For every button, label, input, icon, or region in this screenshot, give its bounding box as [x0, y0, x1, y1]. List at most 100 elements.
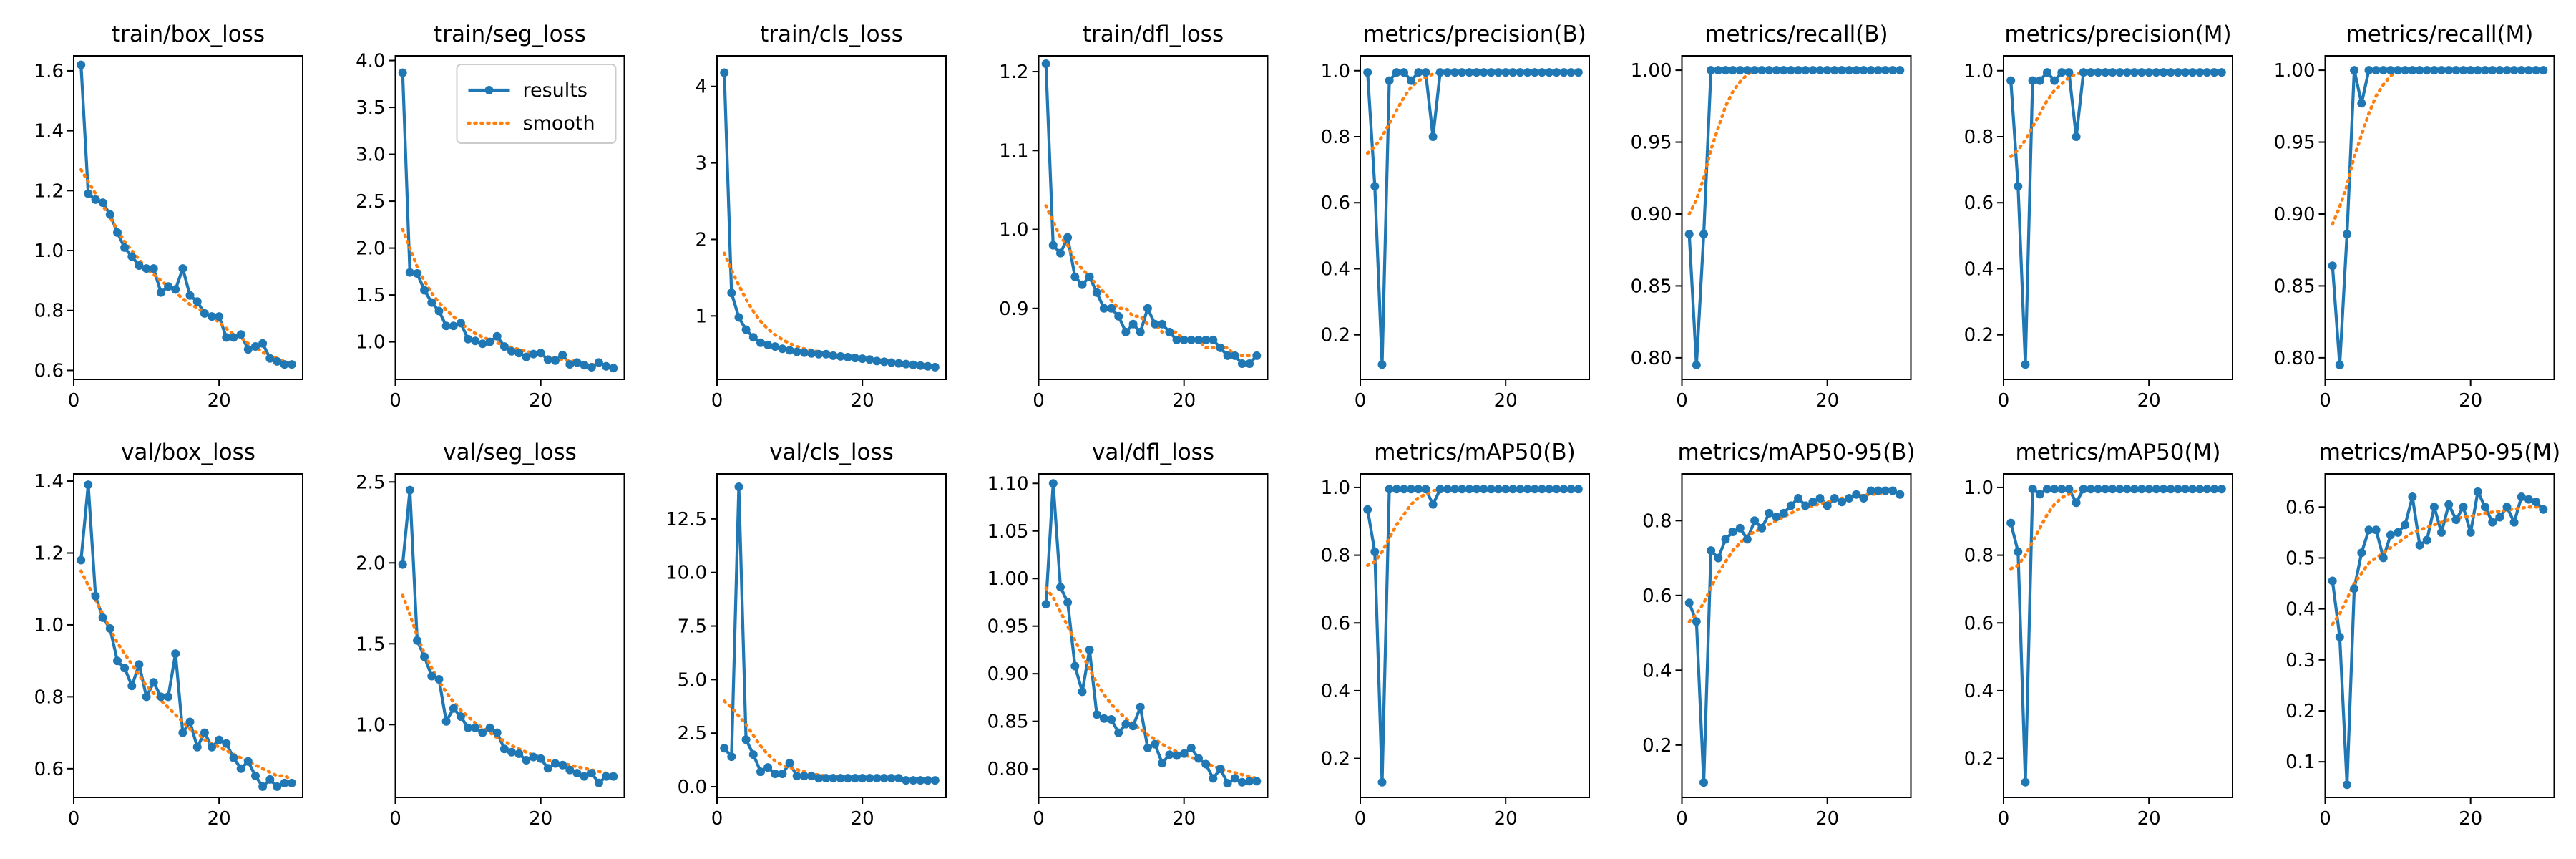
results-point [420, 652, 429, 661]
y-tick-label: 2 [695, 229, 707, 251]
results-point [1735, 66, 1745, 75]
plot-area [398, 485, 618, 787]
y-tick-label: 0.8 [1642, 510, 1672, 532]
results-point [1400, 68, 1408, 77]
results-point [1714, 66, 1723, 75]
results-point [1880, 66, 1890, 75]
results-point [2137, 485, 2146, 494]
smooth-line [79, 569, 294, 782]
plot-area [2006, 68, 2226, 369]
y-tick-label: 2.0 [356, 553, 385, 574]
results-point [405, 268, 414, 277]
results-point [1237, 777, 1246, 787]
results-point [2422, 535, 2431, 545]
y-tick-label: 0.8 [1321, 545, 1350, 567]
x-tick-label: 20 [529, 390, 552, 412]
results-point [149, 678, 158, 687]
results-point [434, 675, 444, 684]
axes-frame [2324, 55, 2555, 380]
results-line [1687, 489, 1901, 785]
results-point [1545, 485, 1554, 494]
y-tick-label: 0.2 [1321, 325, 1350, 346]
results-point [2072, 132, 2081, 141]
results-point [587, 769, 596, 778]
plot-area [2328, 487, 2548, 790]
x-tick-label: 0 [1355, 390, 1367, 412]
results-point [1450, 485, 1460, 494]
results-point [1443, 68, 1452, 77]
results-point [1896, 490, 1905, 499]
results-point [1896, 66, 1905, 75]
results-point [178, 728, 187, 737]
results-point [1201, 335, 1211, 344]
y-tick-label: 1.0 [356, 332, 385, 354]
results-point [1172, 751, 1181, 760]
results-point [1707, 66, 1716, 75]
results-point [923, 361, 932, 371]
results-point [2166, 485, 2175, 494]
results-point [2422, 66, 2431, 75]
results-point [1728, 528, 1737, 536]
results-point [2524, 495, 2533, 504]
results-point [2408, 66, 2417, 75]
results-point [727, 752, 736, 762]
y-tick-label: 3.0 [356, 145, 385, 166]
results-point [727, 288, 736, 298]
results-point [1414, 485, 1423, 494]
legend-results-label: results [523, 79, 587, 102]
results-point [1721, 535, 1730, 544]
results-point [587, 363, 596, 372]
results-point [1209, 335, 1218, 344]
results-point [1516, 485, 1525, 494]
y-tick-label: 1.00 [987, 568, 1029, 590]
y-tick-label: 0.90 [2274, 204, 2316, 225]
x-tick-label: 0 [68, 390, 80, 412]
results-point [1866, 486, 1875, 495]
y-tick-label: 1.1 [999, 140, 1028, 162]
results-point [2401, 520, 2410, 530]
x-tick-label: 20 [2459, 808, 2482, 830]
x-tick-label: 0 [1998, 390, 2010, 412]
results-point [1370, 547, 1380, 556]
results-point [851, 354, 859, 363]
results-point [1815, 494, 1825, 503]
plot-area [2328, 66, 2548, 369]
results-point [1692, 360, 1701, 369]
results-point [1742, 535, 1752, 544]
results-point [829, 774, 838, 783]
results-point [1179, 335, 1189, 344]
smooth-line [2331, 505, 2545, 626]
y-tick-label: 0.4 [1964, 258, 1994, 280]
x-tick-label: 20 [1494, 390, 1518, 412]
results-point [602, 772, 611, 781]
results-point [1699, 230, 1708, 239]
axes-frame [2324, 473, 2555, 798]
results-point [2145, 68, 2154, 77]
results-point [2350, 66, 2359, 75]
axes-frame [1038, 473, 1269, 798]
results-point [273, 782, 282, 791]
results-point [792, 347, 801, 356]
results-point [287, 360, 296, 369]
y-tick-label: 0.90 [1631, 204, 1672, 225]
results-point [164, 282, 173, 291]
panel-title: metrics/mAP50(B) [1374, 440, 1575, 465]
y-tick-label: 2.5 [356, 472, 385, 493]
results-point [2014, 182, 2023, 191]
results-point [1443, 485, 1452, 494]
results-point [1859, 494, 1868, 503]
subplot-panel: val/dfl_loss 0 20 0.80 0.85 0.90 0.95 1.00 1.05 1… [987, 440, 1269, 830]
results-point [2379, 553, 2388, 563]
results-point [236, 764, 245, 773]
x-tick-label: 0 [389, 390, 401, 412]
x-tick-label: 20 [851, 390, 874, 412]
y-tick-label: 1.0 [1321, 61, 1350, 82]
results-point [2408, 492, 2417, 501]
results-point [2488, 66, 2497, 75]
results-point [1230, 351, 1239, 360]
results-point [1728, 66, 1737, 75]
results-point [229, 753, 238, 762]
results-point [2328, 576, 2337, 586]
results-point [2429, 66, 2439, 75]
results-point [2094, 68, 2103, 77]
